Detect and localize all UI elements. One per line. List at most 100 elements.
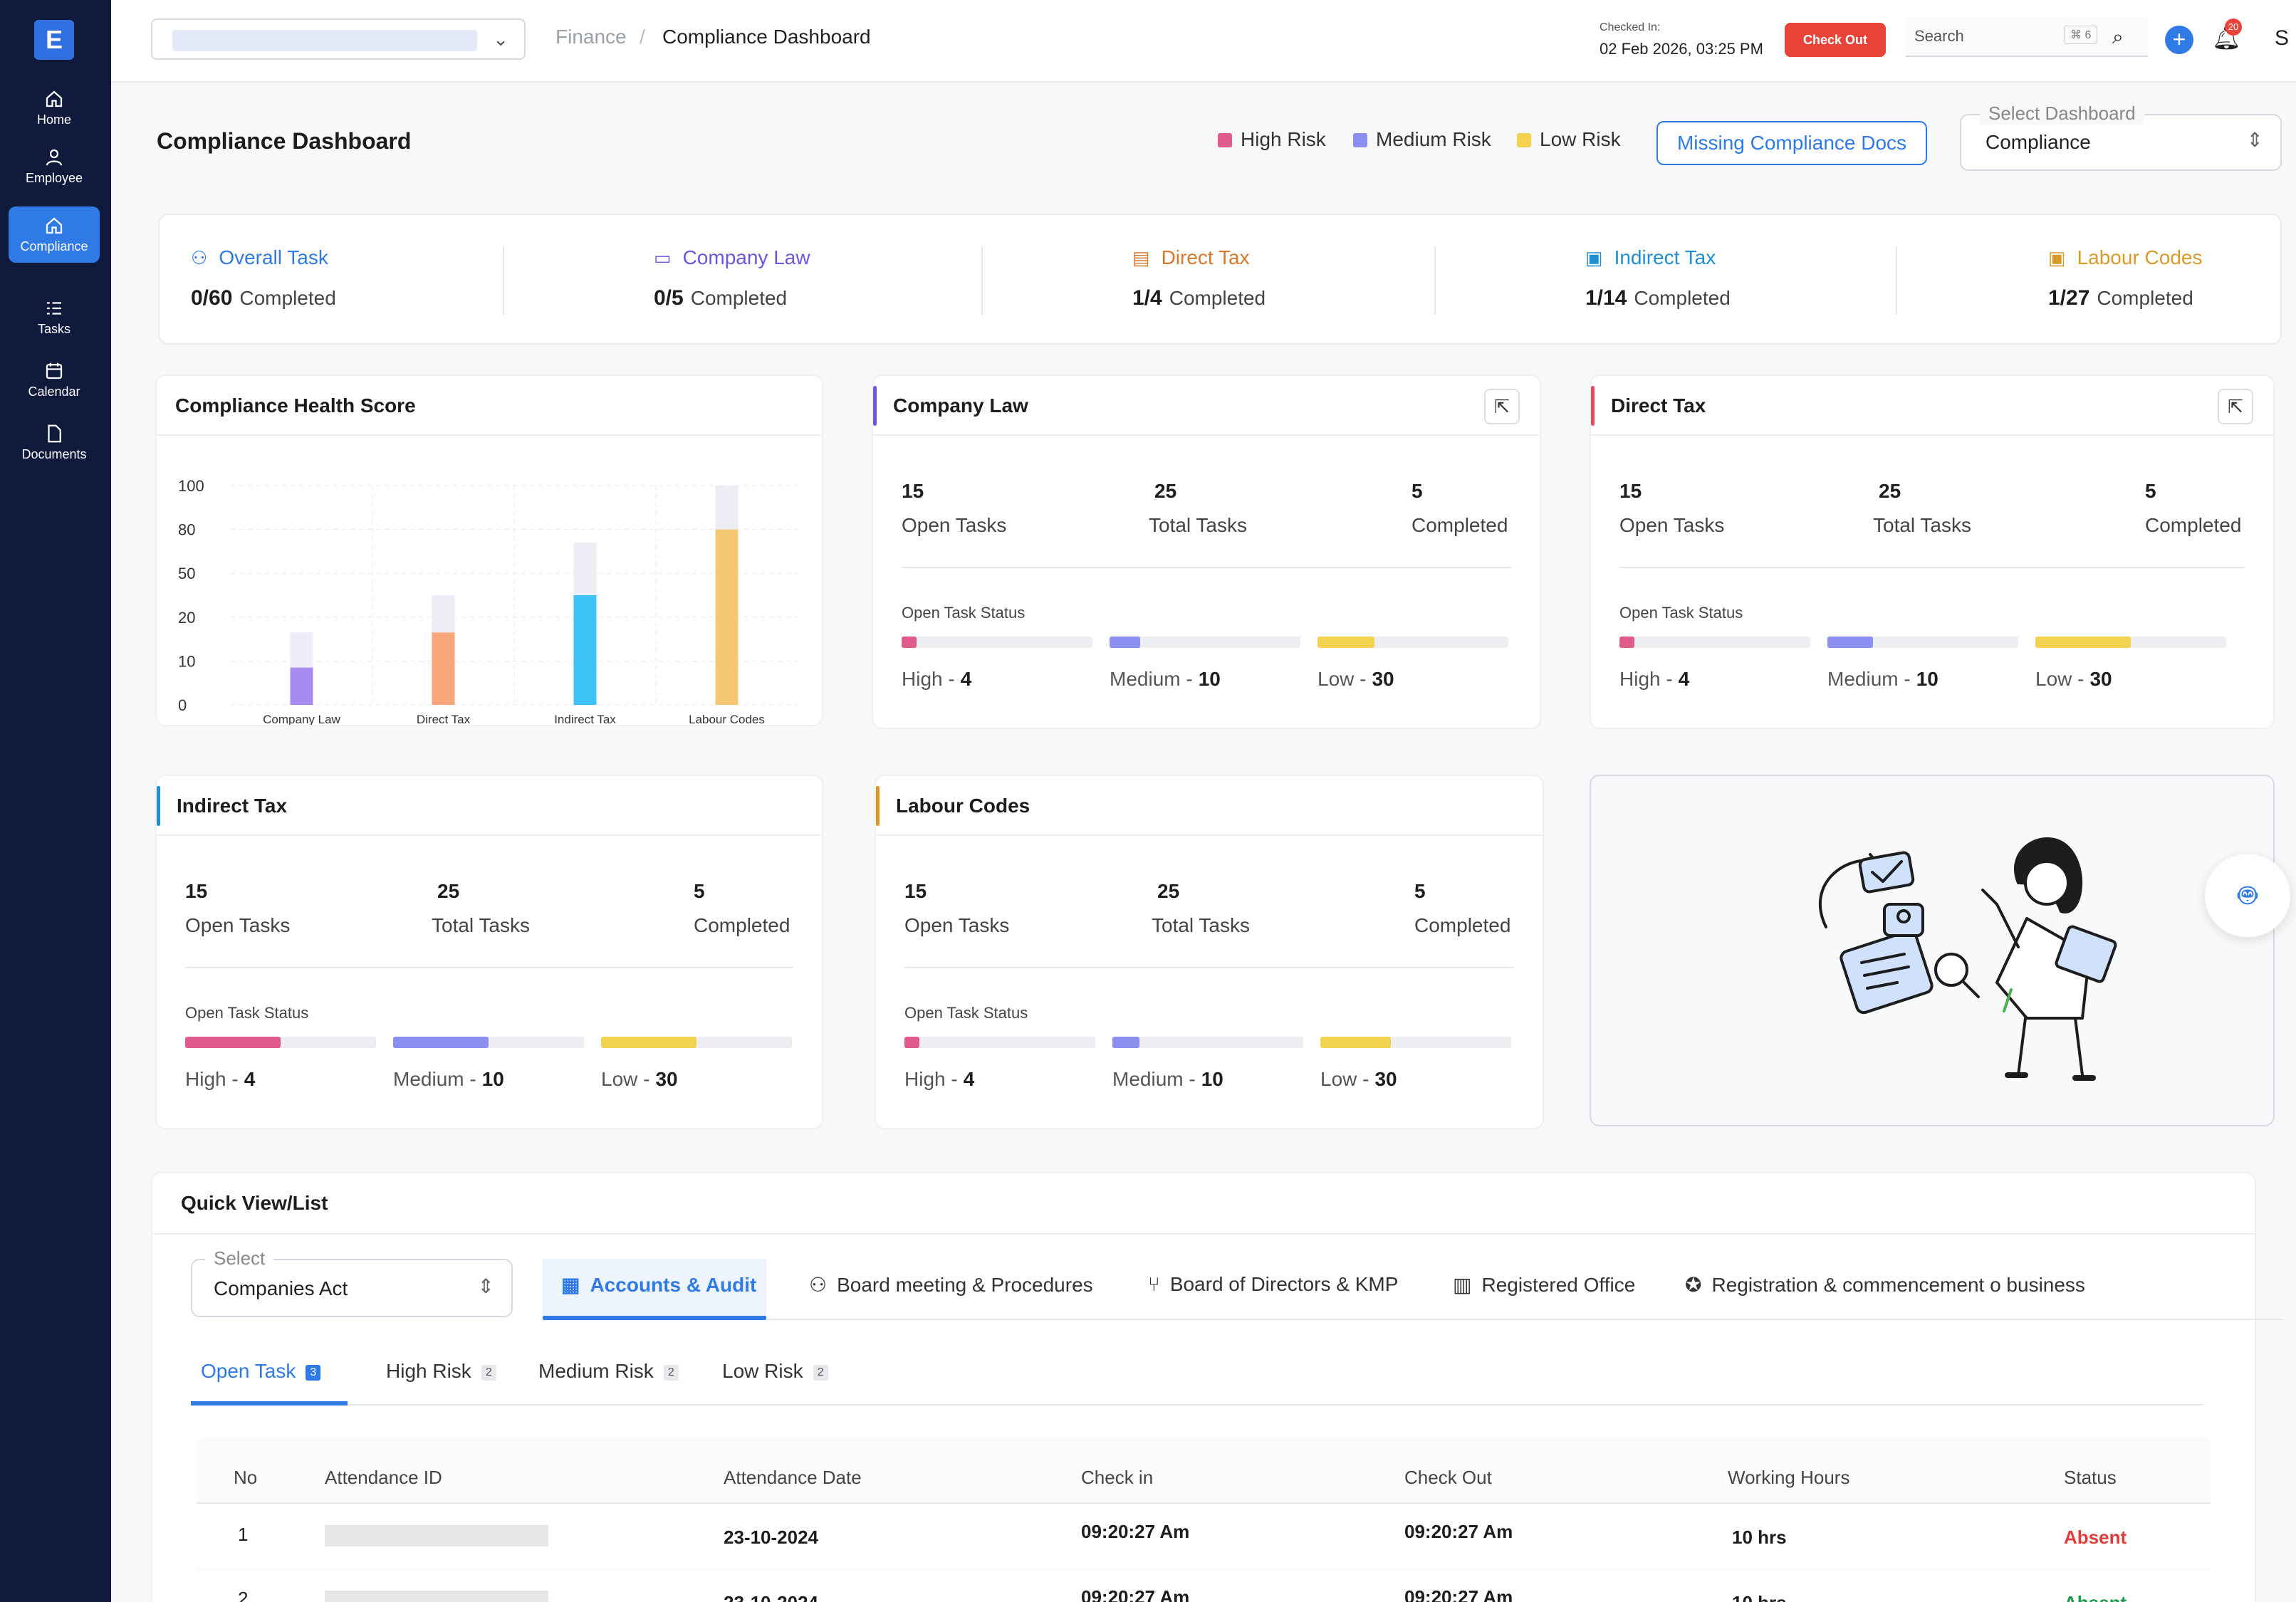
companies-act-select[interactable]: Select Companies Act ⇕ <box>191 1247 513 1317</box>
select-dashboard[interactable]: Select Dashboard Compliance ⇕ <box>1960 103 2282 171</box>
completed-label: Completed <box>1411 514 1508 536</box>
checked-in-time: 02 Feb 2026, 03:25 PM <box>1600 40 1763 58</box>
table-row[interactable]: 2 23-10-2024 09:20:27 Am 09:20:27 Am 10 … <box>197 1571 2211 1602</box>
book-icon: ▥ <box>1453 1274 1472 1296</box>
risk-count: 4 <box>963 1068 975 1090</box>
open-tasks-label: Open Tasks <box>902 514 1007 536</box>
subtab-open-task[interactable]: Open Task 3 <box>201 1360 321 1383</box>
card-title: Indirect Tax <box>177 795 288 817</box>
open-task-status-label: Open Task Status <box>185 1004 309 1022</box>
high-risk-fill <box>185 1037 281 1048</box>
bar[interactable] <box>290 667 313 705</box>
subtab-high-risk[interactable]: High Risk 2 <box>386 1360 496 1383</box>
home-icon <box>46 90 63 108</box>
add-button[interactable]: + <box>2165 26 2193 54</box>
external-link-icon[interactable]: ⇱ <box>2218 389 2253 424</box>
checked-in-label: Checked In: <box>1600 21 1661 33</box>
tab-label: Registered Office <box>1481 1274 1636 1296</box>
summary-count: 0/5 <box>654 286 684 310</box>
high-risk-fill <box>904 1037 919 1048</box>
low-risk-label: Low -30 <box>601 1068 678 1091</box>
sidebar-item-compliance[interactable]: Compliance <box>9 206 100 263</box>
risk-level-text: High - <box>1619 668 1673 690</box>
summary-direct-tax[interactable]: ▤ Direct Tax 1/4 Completed <box>1132 246 1266 310</box>
cell-check-out: 09:20:27 Am <box>1404 1586 1513 1602</box>
risk-count: 10 <box>481 1068 504 1090</box>
breadcrumb-finance[interactable]: Finance <box>555 26 627 48</box>
table-row[interactable]: 1 23-10-2024 09:20:27 Am 09:20:27 Am 10 … <box>197 1504 2211 1568</box>
sidebar-item-label: Home <box>36 112 71 127</box>
summary-strip: ⚇ Overall Task 0/60 Completed ▭ Company Law… <box>158 214 2282 345</box>
total-tasks-count: 25 <box>1154 480 1177 502</box>
summary-title-text: Overall Task <box>219 246 328 268</box>
legend-label: High Risk <box>1241 128 1326 150</box>
sidebar-item-employee[interactable]: Employee <box>9 147 100 186</box>
sidebar-item-documents[interactable]: Documents <box>9 423 100 462</box>
summary-title: ▣ Labour Codes <box>2048 246 2202 269</box>
divider <box>1896 246 1897 315</box>
summary-overall-task[interactable]: ⚇ Overall Task 0/60 Completed <box>191 246 336 310</box>
illustration-panel <box>1590 775 2275 1126</box>
divider <box>904 967 1514 968</box>
high-risk-progress <box>185 1037 376 1048</box>
search-icon[interactable]: ⌕ <box>2112 26 2124 48</box>
task-card-indirect-tax: Indirect Tax 15 Open Tasks 25 Total Task… <box>155 775 823 1129</box>
y-tick-label: 20 <box>178 609 195 627</box>
task-card-direct-tax: Direct Tax ⇱ 15 Open Tasks 25 Total Task… <box>1590 375 2275 729</box>
quick-view-panel: Quick View/List Select Companies Act ⇕ ▦… <box>151 1172 2283 1602</box>
org-select[interactable]: ⌄ <box>151 19 526 60</box>
briefcase-icon: ▭ <box>654 247 672 268</box>
column-header: Attendance Date <box>724 1467 862 1488</box>
divider <box>1434 246 1436 315</box>
tab-board-of-directors[interactable]: ⑂ Board of Directors & KMP <box>1148 1273 1398 1296</box>
risk-level-text: High - <box>185 1068 239 1090</box>
chatbot-button[interactable]: 🤖︎ <box>2205 854 2290 937</box>
subtab-count: 2 <box>481 1365 496 1381</box>
cell-working-hours: 10 hrs <box>1732 1527 1787 1548</box>
summary-indirect-tax[interactable]: ▣ Indirect Tax 1/14 Completed <box>1585 246 1731 310</box>
legend-low-risk: Low Risk <box>1517 128 1621 151</box>
external-link-icon[interactable]: ⇱ <box>1484 389 1520 424</box>
risk-count: 30 <box>655 1068 678 1090</box>
cell-check-in: 09:20:27 Am <box>1081 1521 1190 1542</box>
sidebar-item-calendar[interactable]: Calendar <box>9 360 100 399</box>
sidebar-item-tasks[interactable]: Tasks <box>9 298 100 337</box>
missing-compliance-docs-button[interactable]: Missing Compliance Docs <box>1656 121 1927 165</box>
bar[interactable] <box>573 595 597 705</box>
x-tick-label: Indirect Tax <box>554 713 616 725</box>
high-risk-progress <box>1619 637 1810 648</box>
summary-value: 0/60 Completed <box>191 286 336 310</box>
summary-labour-codes[interactable]: ▣ Labour Codes 1/27 Completed <box>2048 246 2202 310</box>
tab-board-meeting[interactable]: ⚇ Board meeting & Procedures <box>809 1273 1093 1297</box>
cell-date: 23-10-2024 <box>724 1592 818 1602</box>
risk-level-text: Low - <box>1320 1068 1369 1090</box>
risk-count: 30 <box>1374 1068 1397 1090</box>
check-out-button[interactable]: Check Out <box>1785 23 1886 57</box>
cell-check-in: 09:20:27 Am <box>1081 1586 1190 1602</box>
subtab-medium-risk[interactable]: Medium Risk 2 <box>538 1360 679 1383</box>
summary-title: ▤ Direct Tax <box>1132 246 1266 269</box>
risk-level-text: Medium - <box>1112 1068 1196 1090</box>
divider <box>1619 567 2245 568</box>
high-risk-label: High -4 <box>904 1068 974 1091</box>
summary-title-text: Direct Tax <box>1161 246 1250 268</box>
bar[interactable] <box>432 632 455 705</box>
cell-status: Absent <box>2064 1527 2127 1548</box>
open-tasks-count: 15 <box>185 880 208 902</box>
tab-registered-office[interactable]: ▥ Registered Office <box>1453 1273 1635 1297</box>
avatar[interactable]: S <box>2274 26 2289 50</box>
summary-company-law[interactable]: ▭ Company Law 0/5 Completed <box>654 246 810 310</box>
summary-suffix: Completed <box>1634 287 1731 309</box>
search-field[interactable]: Search ⌘ 6 ⌕ <box>1906 17 2148 57</box>
subtab-low-risk[interactable]: Low Risk 2 <box>722 1360 828 1383</box>
y-tick-label: 100 <box>178 477 204 495</box>
tab-accounts-audit[interactable]: ▦ Accounts & Audit <box>561 1273 756 1297</box>
tab-registration[interactable]: ✪ Registration & commencement o business <box>1685 1273 2085 1297</box>
bar[interactable] <box>715 529 739 705</box>
medium-risk-progress <box>393 1037 584 1048</box>
cell-working-hours: 10 hrs <box>1732 1592 1787 1602</box>
sidebar-item-home[interactable]: Home <box>9 88 100 127</box>
app-logo[interactable]: E <box>34 20 74 60</box>
completed-label: Completed <box>694 914 790 936</box>
total-tasks-label: Total Tasks <box>1149 514 1247 536</box>
